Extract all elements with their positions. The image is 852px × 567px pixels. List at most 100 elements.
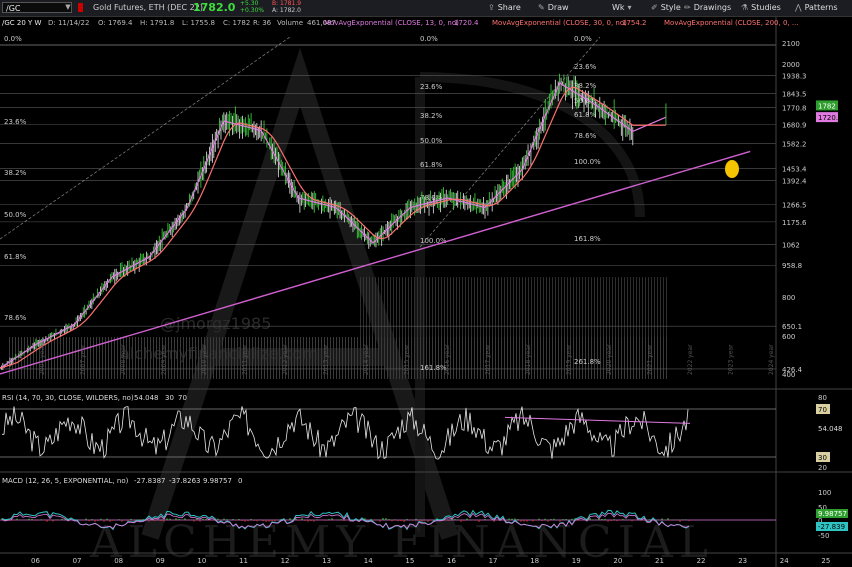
macd-axis-label: 100 [818,489,831,497]
time-axis-label: 06 [31,557,40,565]
year-labels: 2006 year 2007 year 2008 year 2009 year 2010… [39,344,816,375]
rsi-axis-tag [816,404,830,414]
price-plot [0,73,751,375]
share-button[interactable]: ⇪ Share [488,2,521,14]
fib-dashed-line [419,36,601,248]
price-axis-label: 1582.2 [782,140,807,148]
fib-right-label: 0.0% [574,35,592,43]
price-axis-label: 600 [782,333,795,341]
fib-right-label: 78.6% [574,132,597,140]
fib-left-label: 61.8% [4,253,27,261]
time-axis-label: 11 [239,557,248,565]
rsi-panel: RSI (14, 70, 30, CLOSE, WILDERS, no) 54.0… [0,388,852,472]
macd-panel: MACD (12, 26, 5, EXPONENTIAL, no) -27.838… [0,471,852,540]
target-marker [725,160,739,178]
macd-signal-line [1,512,690,530]
change-value: +5.30 [240,0,259,7]
year-label: 2019 year [566,344,573,375]
macd-axis-label: 0 [818,517,822,525]
macd-blue-tag [816,522,848,531]
time-axis-label: 21 [655,557,664,565]
fib-mid-label: 61.8% [420,161,443,169]
top-toolbar: /GC ▼ Gold Futures, ETH (DEC 22) 1782.0 … [0,0,852,17]
patterns-button[interactable]: ⋀ Patterns [795,2,838,14]
year-label: 2023 year [728,344,735,375]
rsi-trendline [504,416,691,424]
time-axis-label: 24 [780,557,789,565]
timeframe-button[interactable]: Wk ▾ [612,2,635,14]
study-label: MovAvgExponential (CLOSE, 200, 0, ... [664,19,799,27]
header-field: R: 36 [253,19,272,27]
fib-left-label: 0.0% [4,35,22,43]
rsi-header: RSI (14, 70, 30, CLOSE, WILDERS, no) [2,394,134,402]
macd-blue-tag-label: -27.839 [818,523,845,531]
macd-avg: -37.8263 [169,477,200,485]
macd-diff: 9.98757 [203,477,232,485]
rsi-value: 54.048 [134,394,159,402]
time-axis-label: 15 [405,557,414,565]
patterns-icon: ⋀ [795,3,802,12]
ema-tag-label: 1720.4 [818,114,843,122]
price-axis-label: 1938.3 [782,73,807,81]
chart-header: /GC 20 Y W D: 11/14/22 O: 1769.4 H: 1791.8 L… [2,19,799,27]
price-axis-label: 1175.6 [782,219,807,227]
fib-right-label: 61.8% [574,111,597,119]
fib-mid-label: 78.6% [420,194,443,202]
price-axis-label: 1453.4 [782,166,807,174]
year-label: 2022 year [687,344,694,375]
time-axis-label: 07 [73,557,82,565]
symbol-input[interactable]: /GC [2,2,72,13]
rsi-line [2,406,689,460]
price-axis-label: 1770.8 [782,105,807,113]
chart-canvas[interactable]: @jmorgz1985alchemyfinancialize.comALCHEM… [0,17,852,567]
price-axis-label: 800 [782,294,795,302]
header-field: H: 1791.8 [140,19,174,27]
change-percent: +0.30% [240,7,265,14]
time-axis-label: 23 [738,557,747,565]
watermark-handle: @jmorgz1985 [160,314,271,333]
year-label: 2009 year [161,344,168,375]
time-axis-label: 17 [489,557,498,565]
rsi-axis-label: 54.048 [818,425,843,433]
drawings-button[interactable]: ✏ Drawings [684,2,731,14]
year-label: 2008 year [120,344,127,375]
fib-left-label: 78.6% [4,314,27,322]
study-label: MovAvgExponential (CLOSE, 13, 0, no) [324,19,459,27]
rsi-axis-tag [816,452,830,462]
ema-13-line [0,82,667,369]
chevron-down-icon: ▾ [627,3,632,12]
header-field: 461,087 [307,19,336,27]
draw-button[interactable]: ✎ Draw [538,2,569,14]
volume-bars-high [358,277,668,379]
header-field: O: 1769.4 [98,19,133,27]
fib-mid-label: 100.0% [420,237,447,245]
year-label: 2013 year [323,344,330,375]
ema-30-line [0,86,666,369]
studies-button[interactable]: ⚗ Studies [741,2,781,14]
fib-right-label: 100.0% [574,158,601,166]
style-button[interactable]: ✐ Style [651,2,681,14]
price-axis-label: 650.1 [782,323,802,331]
study-value: 1754.2 [622,19,647,27]
time-axis-label: 16 [447,557,456,565]
header-field: Volume [277,19,303,27]
studies-label: Studies [751,3,781,12]
last-price-tag-label: 1782 [818,102,836,110]
fib-mid-label: 23.6% [420,83,443,91]
draw-label: Draw [547,3,569,12]
price-axis-label: 2100 [782,40,800,48]
time-axis-label: 19 [572,557,581,565]
year-label: 2010 year [201,344,208,375]
last-price-tag [816,100,838,111]
share-icon: ⇪ [488,3,495,12]
patterns-label: Patterns [804,3,838,12]
year-label: 2024 year [768,344,775,375]
fib-dashed-line [0,36,291,240]
chevron-down-icon[interactable]: ▼ [65,3,71,11]
instrument-description: Gold Futures, ETH (DEC 22) [93,3,203,12]
time-axis-label: 10 [197,557,206,565]
fib-left-label: 38.2% [4,169,27,177]
price-axis-label: 958.8 [782,262,802,270]
price-axis-label: 2000 [782,61,800,69]
pencil-icon: ✎ [538,3,545,12]
